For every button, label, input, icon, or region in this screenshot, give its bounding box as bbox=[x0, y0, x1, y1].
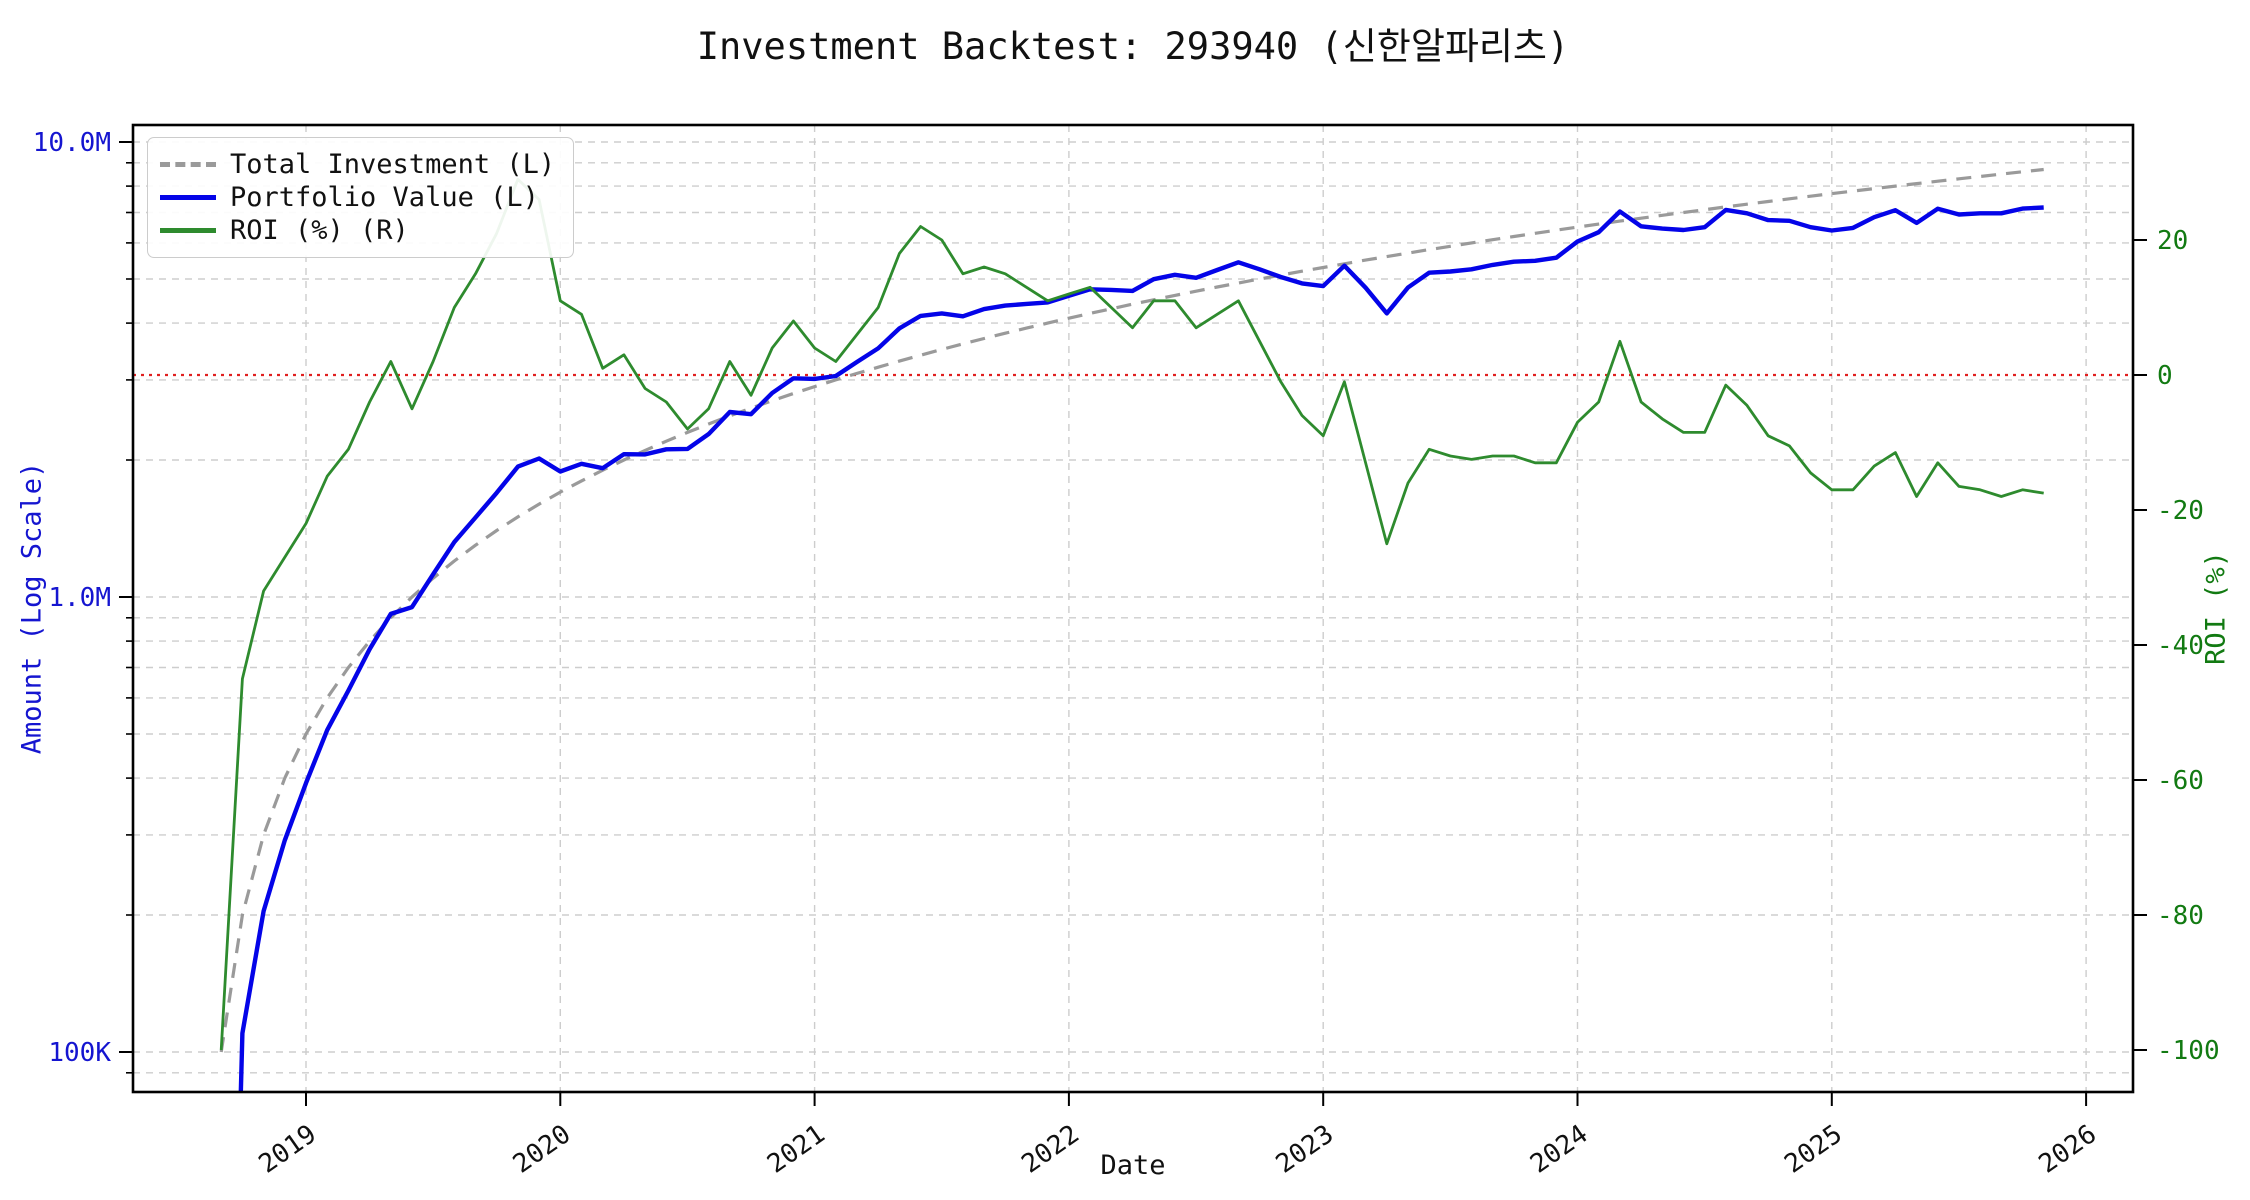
x-axis-label: Date bbox=[1100, 1150, 1166, 1181]
ticks bbox=[119, 141, 2147, 1106]
y-right-tick-label: -60 bbox=[2157, 766, 2204, 796]
y-right-tick-label: -80 bbox=[2157, 901, 2204, 931]
y-right-tick-label: -20 bbox=[2157, 496, 2204, 526]
legend-row: Portfolio Value (L) bbox=[160, 181, 555, 214]
series-total-investment bbox=[219, 167, 2044, 1053]
y-axis-right-label: ROI (%) bbox=[2200, 551, 2232, 665]
y-left-tick-label: 10.0M bbox=[33, 128, 111, 158]
chart-title: Investment Backtest: 293940 (신한알파리츠) bbox=[696, 25, 1570, 68]
plot-border bbox=[131, 123, 2135, 1094]
series-portfolio-value bbox=[238, 205, 2044, 1092]
y-left-tick-label: 1.0M bbox=[48, 583, 111, 613]
legend-label: Total Investment (L) bbox=[230, 149, 556, 180]
y-right-tick-label: -40 bbox=[2157, 631, 2204, 661]
series-roi bbox=[219, 177, 2044, 1051]
legend-line-sample-icon bbox=[160, 195, 216, 200]
legend-label: ROI (%) (R) bbox=[230, 215, 409, 246]
legend-dashed-sample-icon bbox=[160, 162, 216, 167]
legend-line-sample-icon bbox=[160, 228, 216, 233]
y-left-tick-label: 100K bbox=[48, 1038, 111, 1068]
legend: Total Investment (L) Portfolio Value (L) R… bbox=[147, 137, 575, 258]
y-right-tick-label: -100 bbox=[2157, 1036, 2220, 1066]
y-axis-left-label: Amount (Log Scale) bbox=[16, 461, 48, 755]
legend-row: ROI (%) (R) bbox=[160, 214, 555, 247]
legend-label: Portfolio Value (L) bbox=[230, 182, 539, 213]
grid bbox=[133, 125, 2133, 1092]
legend-row: Total Investment (L) bbox=[160, 148, 555, 181]
y-right-tick-label: 20 bbox=[2157, 226, 2188, 256]
y-right-tick-label: 0 bbox=[2157, 361, 2173, 391]
